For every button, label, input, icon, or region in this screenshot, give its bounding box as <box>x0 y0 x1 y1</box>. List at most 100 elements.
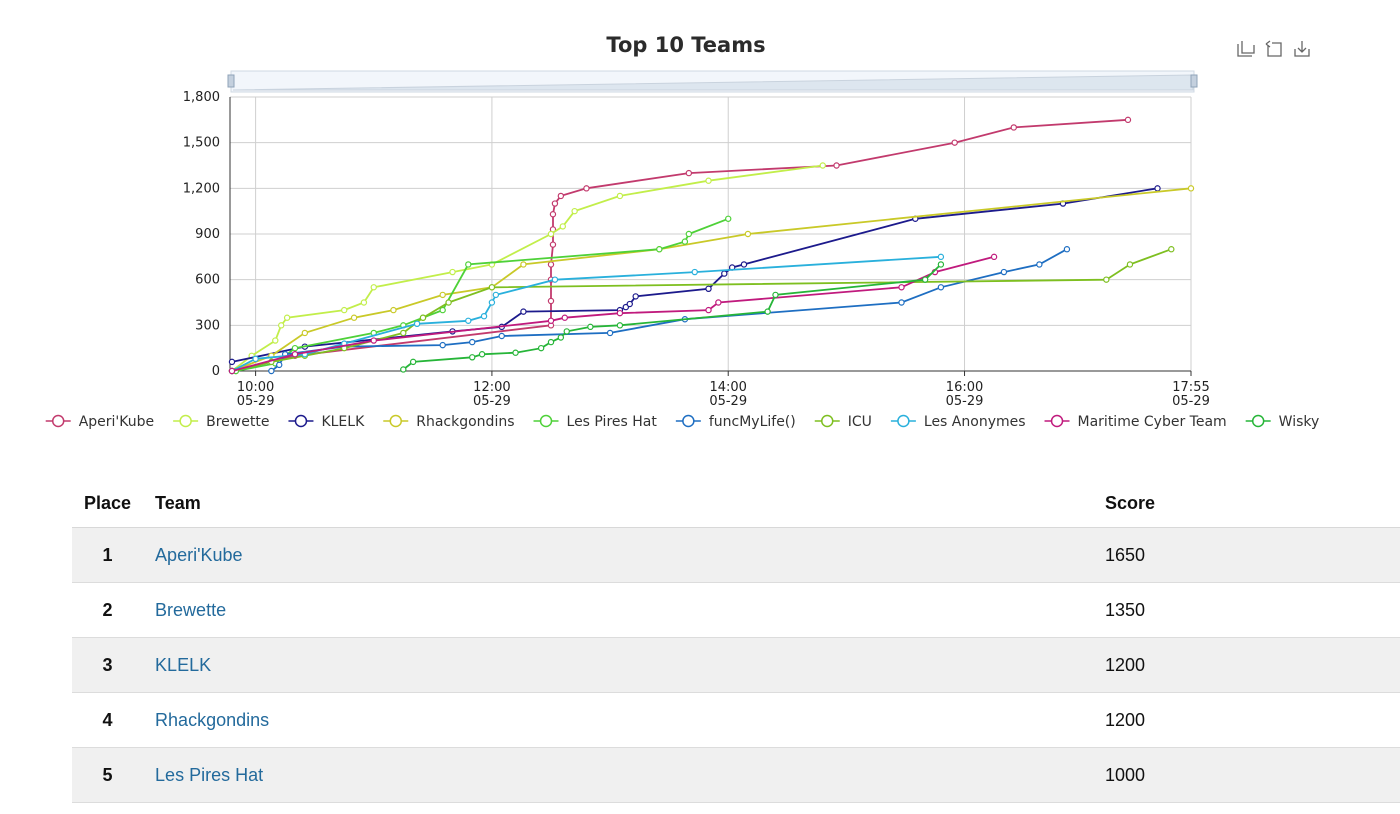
data-point <box>1036 261 1043 268</box>
data-point <box>606 329 614 337</box>
legend-item-label[interactable]: KLELK <box>321 414 365 430</box>
legend-item-label[interactable]: Maritime Cyber Team <box>1078 414 1227 430</box>
data-point <box>549 241 557 248</box>
data-point <box>301 329 309 337</box>
legend-marker[interactable] <box>179 414 192 428</box>
data-point <box>1168 246 1175 253</box>
data-point <box>616 309 624 317</box>
data-point <box>537 344 545 352</box>
x-tick-date-label: 05-29 <box>1172 394 1210 409</box>
data-point <box>1000 268 1008 276</box>
team-link[interactable]: Rhackgondins <box>155 709 270 730</box>
data-point <box>272 337 279 344</box>
legend-marker[interactable] <box>51 414 65 428</box>
data-zoom-icon[interactable] <box>1237 41 1255 57</box>
data-point <box>520 308 527 315</box>
x-tick-date-label: 05-29 <box>473 394 511 409</box>
team-link[interactable]: Aperi'Kube <box>155 544 243 565</box>
data-point <box>551 276 559 283</box>
data-point <box>563 328 570 335</box>
place-cell: 1 <box>72 527 144 583</box>
data-point <box>740 261 748 268</box>
x-tick-date-label: 05-29 <box>709 394 747 409</box>
team-link[interactable]: KLELK <box>155 654 212 675</box>
data-point <box>512 349 519 356</box>
data-point <box>898 284 905 291</box>
y-tick-label: 1,200 <box>183 181 220 196</box>
data-zoom-left-handle[interactable] <box>227 74 235 88</box>
legend-item-label[interactable]: Les Anonymes <box>924 414 1026 430</box>
data-point <box>557 334 565 341</box>
x-tick-label: 17:55 <box>1172 380 1209 395</box>
place-column-header: Place <box>72 480 144 528</box>
x-tick-date-label: 05-29 <box>946 394 984 409</box>
legend-item-label[interactable]: Les Pires Hat <box>567 414 658 430</box>
data-point <box>469 354 476 361</box>
data-point <box>547 317 555 324</box>
legend-item-label[interactable]: Wisky <box>1279 414 1320 430</box>
data-point <box>488 299 496 306</box>
legend-marker[interactable] <box>682 414 695 428</box>
data-point <box>937 261 945 268</box>
data-point <box>400 366 407 373</box>
data-point <box>632 293 639 300</box>
data-point <box>547 261 555 268</box>
data-point <box>764 308 771 315</box>
data-point <box>390 306 397 314</box>
x-tick-label: 10:00 <box>237 380 274 395</box>
legend-item-label[interactable]: ICU <box>848 414 872 430</box>
y-tick-label: 900 <box>195 227 220 242</box>
team-cell: Aperi'Kube <box>143 527 1093 583</box>
data-point <box>1063 246 1071 253</box>
score-column-header: Score <box>1093 480 1400 528</box>
data-point <box>549 211 557 218</box>
x-tick-label: 16:00 <box>946 380 983 395</box>
data-point <box>656 246 663 253</box>
place-cell: 5 <box>72 747 144 803</box>
data-point <box>705 177 712 184</box>
legend-marker[interactable] <box>820 414 834 428</box>
data-point <box>744 230 752 238</box>
x-tick-label: 12:00 <box>473 380 510 395</box>
legend-marker[interactable] <box>1050 414 1064 428</box>
data-point <box>616 322 624 329</box>
data-point <box>370 337 377 344</box>
legend-item-label[interactable]: funcMyLife() <box>709 414 796 430</box>
y-tick-label: 1,500 <box>183 136 220 151</box>
save-as-image-icon[interactable] <box>1294 41 1310 57</box>
data-point <box>291 344 299 352</box>
data-point <box>445 299 452 306</box>
legend-item-label[interactable]: Rhackgondins <box>416 414 514 430</box>
table-header-row: Place Team Score <box>72 480 1400 528</box>
team-link[interactable]: Brewette <box>155 599 227 620</box>
legend-marker[interactable] <box>1251 414 1265 428</box>
data-point <box>921 276 929 283</box>
data-point <box>551 200 559 207</box>
data-zoom-right-handle[interactable] <box>1190 74 1198 88</box>
data-point <box>1124 116 1132 124</box>
data-point <box>228 358 236 366</box>
data-point <box>547 338 555 346</box>
team-link[interactable]: Les Pires Hat <box>155 764 264 785</box>
data-point <box>626 300 633 308</box>
legend-item-label[interactable]: Aperi'Kube <box>79 414 154 430</box>
score-cell: 1200 <box>1093 692 1400 748</box>
data-point <box>449 268 456 276</box>
data-point <box>283 314 291 321</box>
legend-item-label[interactable]: Brewette <box>206 414 269 430</box>
team-column-header: Team <box>143 480 1093 528</box>
data-point <box>520 261 527 268</box>
team-cell: Rhackgondins <box>143 692 1093 748</box>
score-cell: 1000 <box>1093 747 1400 803</box>
data-point <box>1010 124 1017 131</box>
data-point <box>465 261 472 268</box>
data-point <box>469 338 476 346</box>
legend-marker[interactable] <box>897 414 910 428</box>
data-point <box>715 299 722 306</box>
data-point <box>228 367 236 375</box>
restore-icon[interactable] <box>1265 40 1282 57</box>
legend-marker[interactable] <box>389 414 403 428</box>
team-cell: KLELK <box>143 637 1093 693</box>
legend-marker[interactable] <box>539 414 553 428</box>
legend-marker[interactable] <box>294 414 308 428</box>
